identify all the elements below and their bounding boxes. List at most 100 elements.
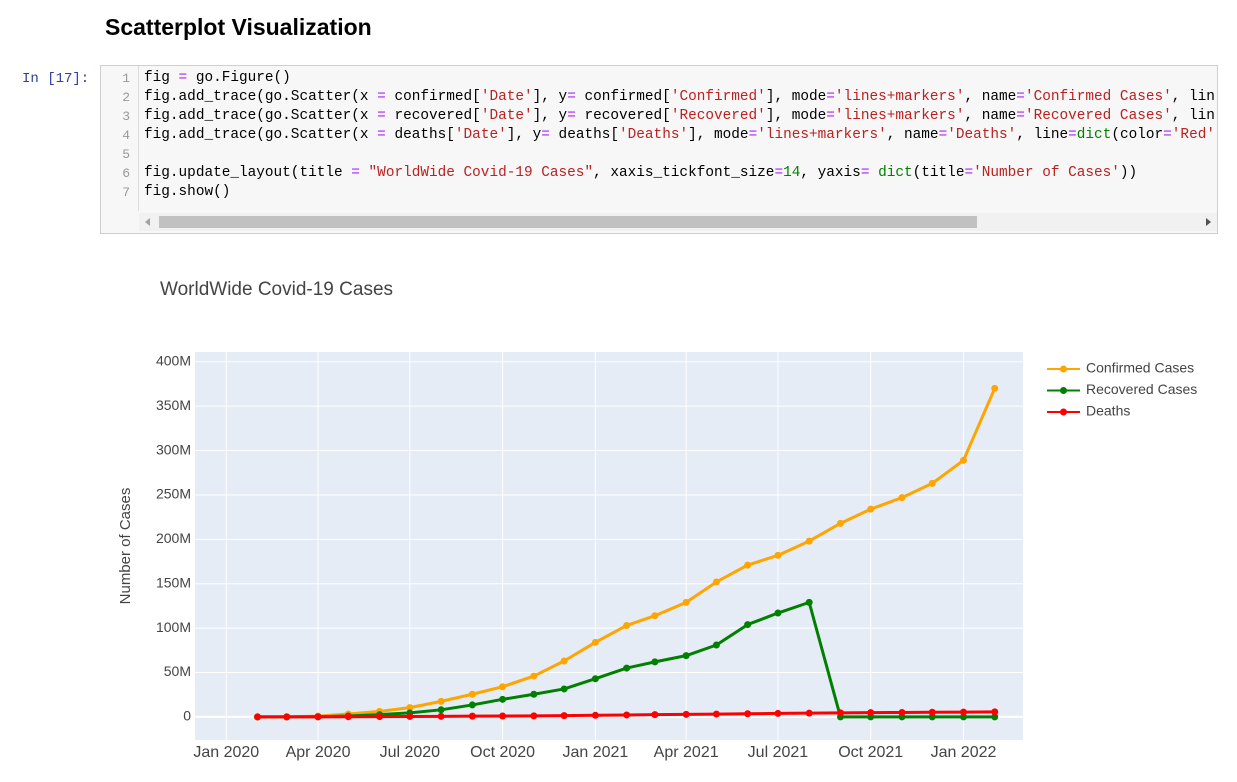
marker — [530, 672, 538, 680]
marker — [623, 664, 631, 672]
y-tick-label: 300M — [156, 441, 191, 457]
chart-title: WorldWide Covid-19 Cases — [160, 279, 393, 300]
marker — [499, 695, 507, 703]
marker — [682, 652, 690, 660]
y-tick-label: 50M — [164, 663, 191, 679]
code-line: fig.update_layout(title = "WorldWide Cov… — [144, 165, 1138, 181]
marker — [376, 713, 384, 721]
marker — [560, 685, 568, 693]
marker — [774, 709, 782, 717]
marker — [623, 711, 631, 719]
marker — [744, 561, 752, 569]
marker — [406, 712, 414, 720]
marker — [530, 712, 538, 720]
y-tick-label: 250M — [156, 486, 191, 502]
marker — [959, 713, 967, 721]
marker — [959, 708, 967, 716]
marker — [468, 712, 476, 720]
code-cell[interactable]: 1 2 3 4 5 6 7 fig = go.Figure() fig.add_trace(g… — [100, 65, 1218, 234]
marker — [836, 709, 844, 717]
y-axis-label: Number of Cases — [117, 488, 134, 605]
marker — [591, 711, 599, 719]
marker — [744, 621, 752, 629]
x-tick-label: Jul 2021 — [748, 744, 809, 761]
marker — [406, 704, 414, 712]
marker — [651, 612, 659, 620]
marker — [774, 609, 782, 617]
marker — [468, 701, 476, 709]
code-line: fig.add_trace(go.Scatter(x = confirmed['… — [144, 89, 1215, 105]
legend-label: Confirmed Cases — [1086, 360, 1194, 376]
line-number: 3 — [122, 109, 130, 124]
line-number: 7 — [122, 185, 130, 200]
marker — [744, 710, 752, 718]
marker — [867, 505, 875, 513]
x-tick-label: Jan 2020 — [193, 744, 259, 761]
line-number: 2 — [122, 90, 130, 105]
marker — [805, 537, 813, 545]
marker — [991, 713, 999, 721]
y-tick-label: 150M — [156, 574, 191, 590]
line-number: 4 — [122, 128, 130, 143]
x-tick-label: Jan 2022 — [931, 744, 997, 761]
code-line: fig = go.Figure() — [144, 70, 291, 86]
code-line: fig.add_trace(go.Scatter(x = recovered['… — [144, 108, 1215, 124]
line-gutter: 1 2 3 4 5 6 7 — [101, 66, 139, 211]
y-tick-label: 100M — [156, 619, 191, 635]
marker — [836, 519, 844, 527]
marker — [928, 479, 936, 487]
x-tick-label: Apr 2020 — [286, 744, 351, 761]
marker — [991, 708, 999, 716]
code-line: fig.add_trace(go.Scatter(x = deaths['Dat… — [144, 127, 1215, 143]
code-line: fig.show() — [144, 184, 231, 200]
marker — [805, 598, 813, 606]
marker — [898, 708, 906, 716]
y-tick-label: 0 — [183, 708, 191, 724]
marker — [651, 658, 659, 666]
marker — [682, 598, 690, 606]
marker — [499, 712, 507, 720]
marker — [623, 621, 631, 629]
y-tick-label: 350M — [156, 397, 191, 413]
scroll-left[interactable] — [145, 218, 150, 226]
marker — [991, 384, 999, 392]
x-tick-label: Oct 2020 — [470, 744, 535, 761]
marker — [591, 638, 599, 646]
marker — [591, 675, 599, 683]
marker — [437, 697, 445, 705]
marker — [437, 712, 445, 720]
marker — [283, 713, 291, 721]
marker — [530, 690, 538, 698]
legend-label: Recovered Cases — [1086, 381, 1197, 397]
x-tick-label: Apr 2021 — [654, 744, 719, 761]
marker — [774, 551, 782, 559]
heading: Scatterplot Visualization — [105, 14, 372, 40]
marker — [805, 709, 813, 717]
legend-label: Deaths — [1086, 403, 1130, 419]
marker — [712, 710, 720, 718]
marker — [468, 690, 476, 698]
cell-prompt: In [17]: — [22, 71, 90, 87]
line-number: 6 — [122, 166, 130, 181]
scrollbar[interactable] — [139, 213, 1217, 231]
y-tick-label: 400M — [156, 352, 191, 368]
marker — [712, 578, 720, 586]
marker — [712, 641, 720, 649]
marker — [959, 456, 967, 464]
marker — [344, 713, 352, 721]
marker — [314, 713, 322, 721]
y-tick-label: 200M — [156, 530, 191, 546]
marker — [682, 710, 690, 718]
x-tick-label: Jan 2021 — [562, 744, 628, 761]
marker — [867, 709, 875, 717]
legend-marker — [1060, 387, 1067, 394]
line-number: 1 — [122, 71, 130, 86]
marker — [928, 708, 936, 716]
x-tick-label: Jul 2020 — [380, 744, 441, 761]
scroll-right[interactable] — [1206, 218, 1211, 226]
legend-marker — [1060, 365, 1067, 373]
scroll-thumb[interactable] — [159, 216, 977, 228]
marker — [254, 713, 262, 721]
